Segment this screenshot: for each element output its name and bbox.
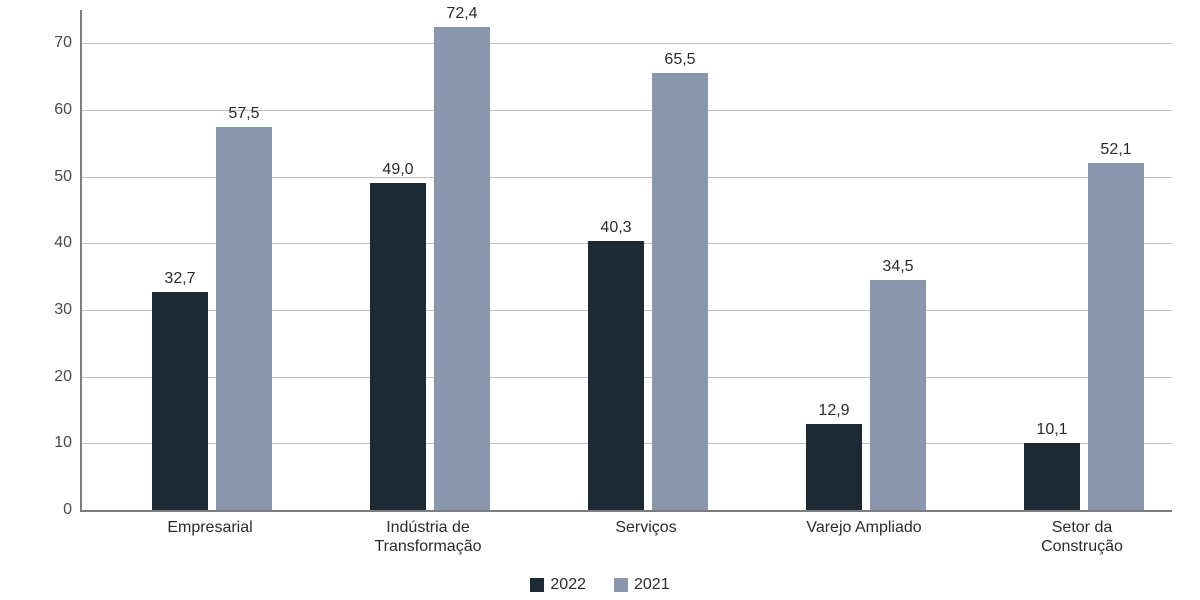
bar-value-label: 72,4 [434,5,490,23]
category-label: Indústria deTransformação [328,518,528,556]
bar-chart: 32,757,549,072,440,365,512,934,510,152,1… [0,0,1200,600]
category-label: Empresarial [110,518,310,537]
gridline [82,43,1172,44]
legend-swatch [614,578,628,592]
legend: 2022 2021 [0,576,1200,594]
legend-swatch [530,578,544,592]
legend-item-2022: 2022 [530,576,586,594]
bar-2021: 65,5 [652,73,708,510]
bar-value-label: 49,0 [370,161,426,179]
y-tick-label: 20 [12,368,72,386]
plot-area: 32,757,549,072,440,365,512,934,510,152,1 [80,10,1172,512]
bar-2022: 40,3 [588,241,644,510]
bar-2022: 32,7 [152,292,208,510]
bar-value-label: 40,3 [588,219,644,237]
bar-2021: 57,5 [216,127,272,510]
bar-2021: 72,4 [434,27,490,510]
bar-2022: 10,1 [1024,443,1080,510]
bar-2021: 34,5 [870,280,926,510]
bar-value-label: 34,5 [870,258,926,276]
bar-value-label: 57,5 [216,105,272,123]
bar-value-label: 52,1 [1088,141,1144,159]
bar-value-label: 65,5 [652,51,708,69]
legend-item-2021: 2021 [614,576,670,594]
y-tick-label: 0 [12,501,72,519]
y-tick-label: 70 [12,34,72,52]
category-label: Serviços [546,518,746,537]
y-tick-label: 50 [12,168,72,186]
y-tick-label: 60 [12,101,72,119]
y-tick-label: 10 [12,434,72,452]
y-tick-label: 40 [12,234,72,252]
bar-value-label: 12,9 [806,402,862,420]
bar-value-label: 10,1 [1024,421,1080,439]
y-tick-label: 30 [12,301,72,319]
bar-value-label: 32,7 [152,270,208,288]
category-label: Varejo Ampliado [764,518,964,537]
legend-label: 2022 [550,576,586,593]
bar-2022: 12,9 [806,424,862,510]
bar-2021: 52,1 [1088,163,1144,510]
category-label: Setor daConstrução [982,518,1182,556]
legend-label: 2021 [634,576,670,593]
bar-2022: 49,0 [370,183,426,510]
